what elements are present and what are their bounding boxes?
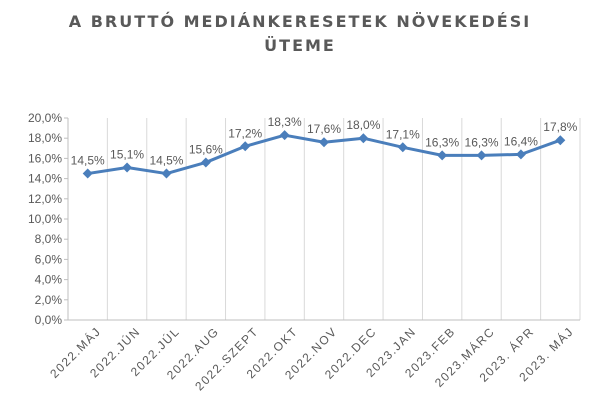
- y-tick-label: 6,0%: [35, 252, 63, 266]
- data-point-marker: [82, 168, 93, 179]
- data-label: 18,3%: [268, 115, 302, 129]
- chart-title-line-2: ÜTEME: [264, 36, 336, 55]
- data-label: 14,5%: [149, 154, 183, 168]
- data-labels: 14,5% 15,1% 14,5% 15,6% 17,2% 18,3% 17,6% 18,0%…: [71, 115, 578, 167]
- data-point-marker: [122, 162, 133, 173]
- y-axis-ticks: 0,0% 2,0% 4,0% 6,0% 8,0% 10,0% 12,0% 14,0% 16,0%…: [28, 111, 68, 327]
- data-point-marker: [279, 130, 290, 141]
- data-point-marker: [319, 137, 329, 148]
- data-point-marker: [161, 168, 172, 179]
- data-label: 17,2%: [228, 126, 262, 140]
- data-point-marker: [476, 150, 487, 161]
- y-tick-label: 20,0%: [28, 111, 62, 125]
- data-label: 16,4%: [504, 134, 538, 148]
- y-tick-label: 8,0%: [35, 232, 63, 246]
- chart-title: A BRUTTÓ MEDIÁNKERESETEK NÖVEKEDÉSI ÜTEM…: [0, 10, 600, 58]
- y-tick-label: 2,0%: [35, 293, 63, 307]
- y-tick-label: 4,0%: [35, 273, 63, 287]
- y-tick-label: 14,0%: [28, 172, 62, 186]
- data-label: 17,8%: [543, 120, 577, 134]
- data-label: 18,0%: [346, 118, 380, 132]
- y-tick-label: 16,0%: [28, 151, 62, 165]
- data-point-marker: [555, 135, 566, 146]
- y-tick-label: 12,0%: [28, 192, 62, 206]
- data-point-marker: [437, 150, 448, 161]
- data-points: [82, 130, 566, 179]
- y-tick-label: 0,0%: [35, 313, 63, 327]
- data-label: 17,6%: [307, 122, 341, 136]
- data-point-marker: [358, 133, 369, 144]
- data-label: 17,1%: [386, 127, 420, 141]
- y-tick-label: 18,0%: [28, 131, 62, 145]
- data-label: 14,5%: [71, 154, 105, 168]
- data-label: 15,1%: [110, 147, 144, 161]
- data-point-marker: [240, 141, 251, 152]
- data-label: 15,6%: [189, 142, 223, 156]
- y-tick-label: 10,0%: [28, 212, 62, 226]
- data-label: 16,3%: [465, 135, 499, 149]
- data-label: 16,3%: [425, 135, 459, 149]
- data-point-marker: [515, 149, 526, 160]
- chart-title-line-1: A BRUTTÓ MEDIÁNKERESETEK NÖVEKEDÉSI: [68, 12, 532, 31]
- data-point-marker: [397, 142, 408, 153]
- data-point-marker: [200, 157, 211, 168]
- x-axis-ticks: 2022.MÁJ2022.JÚN2022.JÚL2022.AUG2022.SZE…: [47, 324, 577, 394]
